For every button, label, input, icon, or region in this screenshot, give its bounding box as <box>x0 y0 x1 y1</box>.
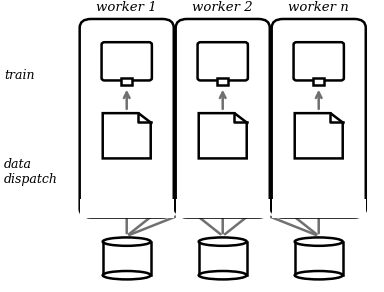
Ellipse shape <box>295 237 343 246</box>
Ellipse shape <box>295 271 343 279</box>
Ellipse shape <box>199 271 247 279</box>
Bar <box>80 199 174 218</box>
Bar <box>121 77 132 85</box>
FancyBboxPatch shape <box>271 19 366 218</box>
Bar <box>103 242 151 275</box>
Ellipse shape <box>103 237 151 246</box>
Bar <box>199 242 247 275</box>
FancyBboxPatch shape <box>197 42 248 81</box>
Bar <box>313 77 324 85</box>
Ellipse shape <box>199 237 247 246</box>
Text: data
dispatch: data dispatch <box>4 158 58 186</box>
Bar <box>175 199 270 218</box>
FancyBboxPatch shape <box>293 42 344 81</box>
Bar <box>217 77 228 85</box>
Text: train: train <box>4 69 34 82</box>
Text: worker n: worker n <box>288 1 349 14</box>
Ellipse shape <box>103 271 151 279</box>
Bar <box>295 242 343 275</box>
Polygon shape <box>103 113 151 158</box>
Text: worker 2: worker 2 <box>192 1 253 14</box>
FancyBboxPatch shape <box>80 19 174 218</box>
Bar <box>271 199 366 218</box>
Text: worker 1: worker 1 <box>96 1 157 14</box>
Polygon shape <box>199 113 247 158</box>
FancyBboxPatch shape <box>175 19 270 218</box>
FancyBboxPatch shape <box>101 42 152 81</box>
Polygon shape <box>295 113 343 158</box>
